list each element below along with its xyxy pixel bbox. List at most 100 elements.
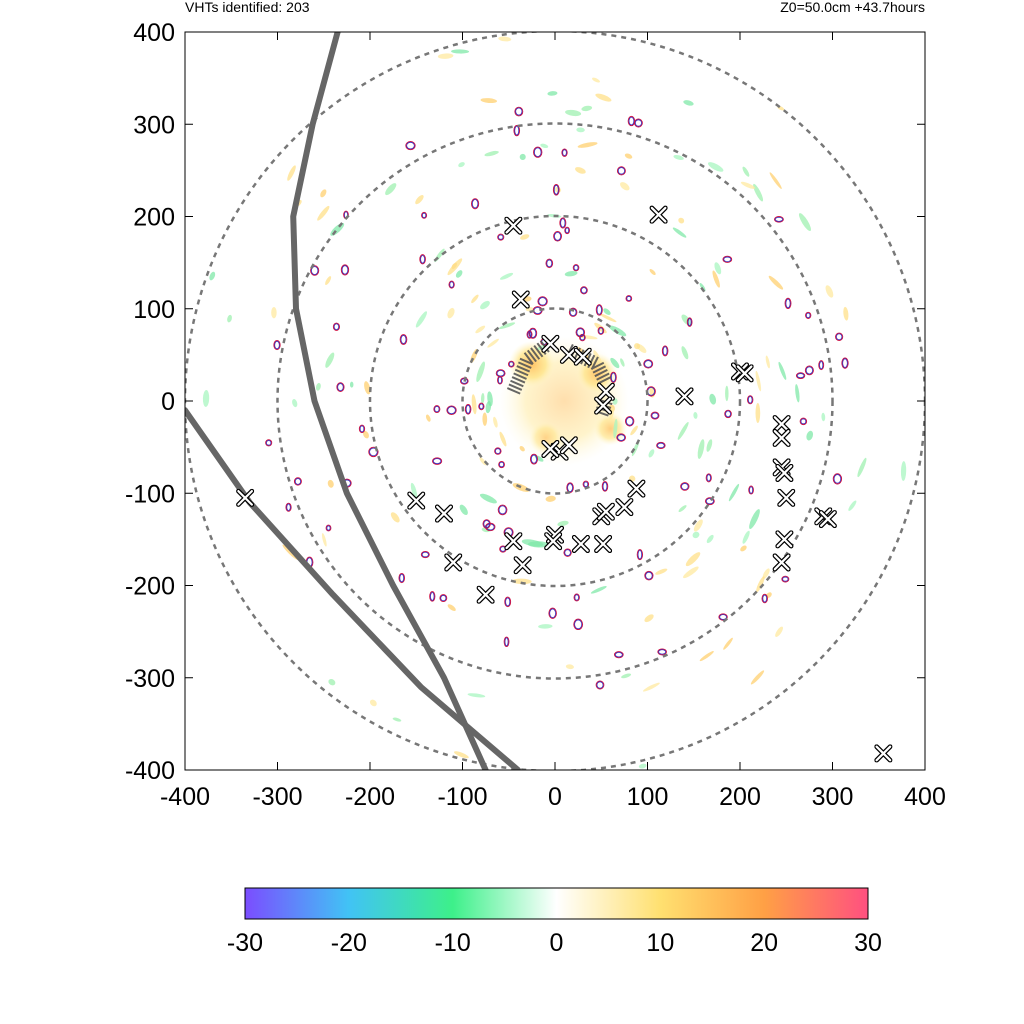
vorticity-streak [317, 205, 330, 221]
vorticity-streak [655, 568, 668, 575]
contour-ring [841, 357, 849, 369]
vorticity-streak [565, 664, 574, 670]
contour-ring [497, 504, 508, 516]
vorticity-streak [390, 512, 400, 523]
vorticity-streak [202, 390, 210, 407]
vorticity-streak [768, 275, 784, 290]
vorticity-streak [765, 355, 770, 369]
y-tick-label: 200 [133, 204, 175, 232]
vht-marker [630, 482, 644, 496]
y-axis: -400 -300 -200 -100 0 100 200 300 400 [125, 19, 925, 785]
x-tick-label: 100 [627, 783, 669, 811]
x-axis: -400 -300 -200 -100 0 100 200 300 400 [160, 32, 946, 811]
contour-ring [514, 106, 524, 117]
y-tick-label: -100 [125, 480, 175, 508]
range-ring [276, 122, 834, 680]
vorticity-streak [498, 36, 512, 42]
vorticity-streak [480, 300, 490, 310]
contour-ring [595, 680, 605, 690]
vht-marker [652, 208, 666, 222]
vorticity-streak [755, 403, 761, 423]
eyewall-vht-cluster [565, 343, 613, 386]
vorticity-streak [325, 352, 335, 368]
vorticity-streak [740, 181, 756, 189]
vorticity-streak [292, 399, 298, 408]
contour-ring [482, 519, 491, 529]
vorticity-streak [709, 393, 717, 405]
contour-ring [497, 375, 503, 385]
vht-marker [877, 747, 891, 761]
vorticity-streak [755, 370, 762, 392]
contour-ring [784, 297, 792, 310]
x-tick-label: -200 [345, 783, 395, 811]
vorticity-streak [740, 545, 747, 552]
vorticity-streak [624, 153, 633, 159]
y-tick-label: 300 [133, 111, 175, 139]
vorticity-streak [775, 626, 784, 637]
contour-ring [595, 304, 603, 316]
vorticity-streak [857, 457, 867, 478]
vorticity-streak [392, 717, 402, 722]
vorticity-streak [706, 439, 713, 452]
contour-ring [661, 345, 669, 357]
contour-ring [446, 405, 457, 416]
vorticity-streak [683, 566, 699, 579]
vorticity-streak [592, 77, 600, 83]
vorticity-streak [447, 258, 463, 276]
contour-ring [724, 409, 732, 419]
vorticity-streak [749, 509, 760, 529]
vorticity-streak [451, 49, 470, 54]
vorticity-streak [769, 172, 782, 189]
vorticity-streak [447, 604, 456, 612]
vht-marker [618, 500, 632, 514]
contour-ring [722, 255, 733, 263]
vorticity-streak [487, 391, 493, 407]
vorticity-streak [521, 539, 544, 547]
vorticity-streak [678, 217, 685, 224]
y-tick-label: 100 [133, 296, 175, 324]
vorticity-streak [540, 143, 549, 149]
vorticity-streak [728, 483, 740, 502]
contour-ring [368, 446, 379, 458]
vorticity-streak [482, 412, 488, 426]
vorticity-streak [415, 195, 424, 205]
vorticity-streak [795, 384, 800, 403]
vorticity-streak [363, 430, 369, 439]
vorticity-streak [454, 751, 469, 759]
contour-ring [614, 651, 624, 659]
vorticity-streak [590, 586, 607, 594]
vorticity-streak [706, 534, 714, 544]
contour-ring [718, 613, 728, 621]
warm-core-blob [593, 412, 628, 446]
contour-ring [537, 296, 548, 307]
vorticity-streak [271, 306, 277, 319]
vorticity-streak [642, 682, 660, 692]
contour-ring [705, 473, 712, 483]
vorticity-streak [545, 495, 556, 502]
contour-ring [528, 327, 538, 339]
vorticity-streak [328, 678, 336, 686]
vorticity-streak [511, 578, 532, 585]
contour-ring [503, 636, 510, 648]
vorticity-streak [620, 358, 625, 367]
vht-count-label: VHTs identified: 203 [185, 0, 310, 15]
x-tick-label: 0 [548, 783, 562, 811]
contour-ring [478, 402, 485, 411]
vorticity-streak [725, 385, 729, 402]
contour-ring [564, 226, 570, 235]
flight-track [185, 407, 521, 770]
vorticity-streak [484, 150, 499, 157]
vht-marker [507, 219, 521, 233]
contour-ring [285, 502, 292, 512]
vorticity-streak [644, 614, 654, 623]
vorticity-streak [603, 308, 611, 315]
contour-ring [625, 416, 635, 427]
vht-marker [775, 556, 789, 570]
x-tick-label: -300 [252, 783, 302, 811]
colorbar-tick-label: -30 [227, 929, 263, 957]
contour-ring [429, 591, 436, 602]
contour-ring [421, 211, 428, 219]
vorticity-streak [683, 100, 694, 106]
vorticity-streak [364, 381, 371, 395]
vorticity-streak [723, 637, 733, 650]
